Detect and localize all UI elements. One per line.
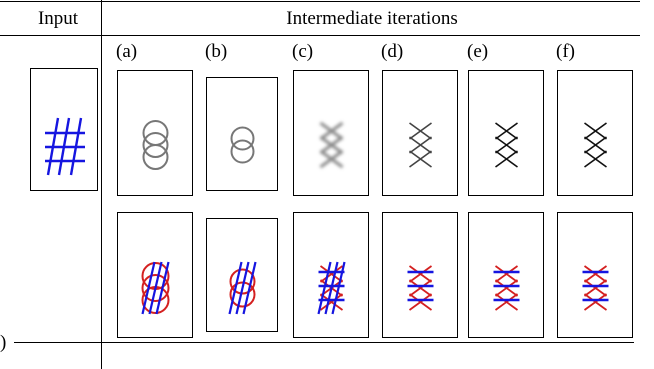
iteration-panel [383,71,458,196]
iterations-header: Intermediate iterations [286,8,457,29]
column-label: (c) [292,41,313,62]
column-label: (b) [205,41,227,62]
column-label: (d) [381,41,403,62]
iteration-panel [469,71,544,196]
input-header: Input [38,8,79,29]
iteration-panel [207,219,278,332]
iteration-panel [207,78,278,191]
column-label: (e) [467,41,488,62]
figure: Input Intermediate iterations ) (a) (b) (c… [0,0,654,369]
column-label: (a) [116,41,137,62]
iteration-panel [558,71,633,196]
column-label: (f) [556,41,575,62]
input-panel [31,69,98,191]
margin-text: ) [0,332,6,353]
